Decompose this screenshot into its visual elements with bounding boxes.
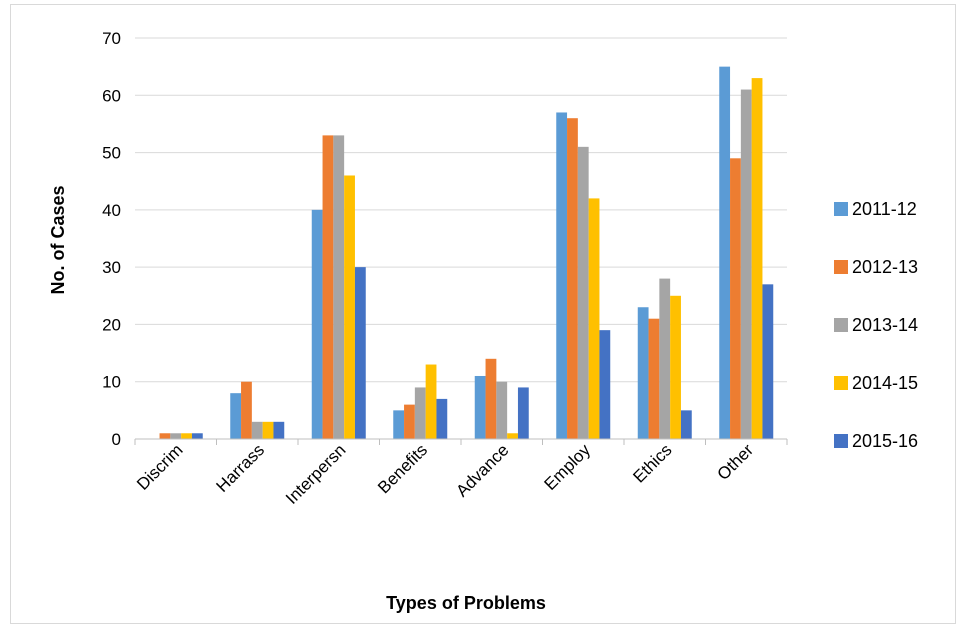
y-tick-label: 0 — [112, 430, 121, 449]
bar-2014-15-Benefits — [425, 364, 437, 439]
bar-2012-13-Harrass — [241, 381, 252, 439]
bar-2013-14-Benefits — [414, 387, 426, 439]
legend-label: 2014-15 — [852, 373, 918, 393]
x-tick-labels: Discrim Harrass Interpersn Benefits Advance E… — [133, 440, 757, 508]
x-tick-label: Advance — [452, 440, 512, 500]
bar-2012-13-Advance — [485, 358, 497, 439]
bar-2011-12-Employ — [556, 112, 568, 439]
bar-2012-13-Benefits — [404, 404, 415, 439]
bar-2015-16-Ethics — [680, 410, 692, 439]
bar-2012-13-Other — [730, 158, 741, 440]
y-tick-label: 10 — [102, 373, 121, 392]
legend-label: 2011-12 — [852, 199, 917, 219]
y-tick-label: 50 — [102, 144, 121, 163]
x-tick-label: Other — [714, 440, 758, 484]
x-tick-label: Harrass — [213, 440, 269, 496]
bar-2013-14-Employ — [577, 146, 589, 440]
x-tick-label: Discrim — [133, 440, 186, 493]
x-tick-label: Ethics — [629, 440, 675, 486]
bar-2014-15-Interpersn — [344, 175, 355, 439]
bar-2014-15-Advance — [507, 433, 518, 439]
bar-2012-13-Discrim — [159, 433, 171, 439]
legend-swatch — [834, 376, 848, 390]
legend-label: 2015-16 — [852, 431, 918, 451]
y-tick-label: 20 — [102, 315, 121, 334]
bar-2014-15-Harrass — [262, 421, 274, 439]
bar-2011-12-Advance — [474, 375, 486, 439]
bar-2015-16-Other — [762, 284, 774, 439]
y-tick-label: 40 — [102, 201, 121, 220]
y-tick-label: 30 — [102, 258, 121, 277]
x-axis-title: Types of Problems — [386, 593, 546, 613]
bar-2015-16-Discrim — [191, 433, 203, 439]
bar-2015-16-Advance — [517, 387, 529, 439]
y-axis-title: No. of Cases — [48, 185, 68, 294]
bar-2014-15-Ethics — [670, 295, 681, 439]
bar-2013-14-Advance — [496, 381, 508, 439]
legend-swatch — [834, 202, 848, 216]
bar-chart: 0 10 20 30 40 50 60 70 Discrim Harrass Interpersn… — [48, 29, 918, 613]
bar-2013-14-Other — [740, 89, 752, 440]
bar-2011-12-Interpersn — [311, 209, 323, 439]
bar-2014-15-Other — [751, 78, 763, 439]
bar-2012-13-Interpersn — [322, 135, 334, 439]
bar-2011-12-Other — [719, 66, 731, 439]
x-tick-label: Interpersn — [282, 440, 350, 508]
bar-2013-14-Discrim — [170, 433, 182, 439]
legend: 2011-12 2012-13 2013-14 2014-15 2015-16 — [834, 199, 918, 451]
bar-2011-12-Harrass — [230, 393, 242, 439]
y-tick-label: 60 — [102, 86, 121, 105]
y-tick-labels: 0 10 20 30 40 50 60 70 — [102, 29, 121, 449]
bar-2013-14-Interpersn — [333, 135, 345, 439]
bar-2012-13-Employ — [567, 118, 578, 439]
legend-swatch — [834, 318, 848, 332]
legend-label: 2013-14 — [852, 315, 918, 335]
x-tick-label: Employ — [541, 440, 595, 494]
legend-swatch — [834, 260, 848, 274]
bar-2012-13-Ethics — [648, 318, 660, 439]
chart-area: 0 10 20 30 40 50 60 70 Discrim Harrass Interpersn… — [10, 4, 956, 624]
bar-2015-16-Harrass — [273, 421, 285, 439]
bar-2013-14-Harrass — [251, 421, 263, 439]
bars — [159, 66, 774, 440]
bar-2014-15-Employ — [588, 198, 600, 439]
bar-2013-14-Ethics — [659, 278, 671, 439]
bar-2015-16-Benefits — [436, 398, 448, 439]
x-tick-label: Benefits — [374, 440, 431, 497]
axes — [134, 438, 788, 445]
legend-label: 2012-13 — [852, 257, 918, 277]
gridlines — [135, 37, 787, 383]
bar-2015-16-Employ — [599, 330, 611, 439]
bar-2014-15-Discrim — [181, 433, 192, 439]
bar-2011-12-Ethics — [637, 307, 649, 439]
y-tick-label: 70 — [102, 29, 121, 48]
legend-swatch — [834, 434, 848, 448]
bar-2015-16-Interpersn — [354, 267, 366, 439]
bar-2011-12-Benefits — [393, 410, 405, 439]
